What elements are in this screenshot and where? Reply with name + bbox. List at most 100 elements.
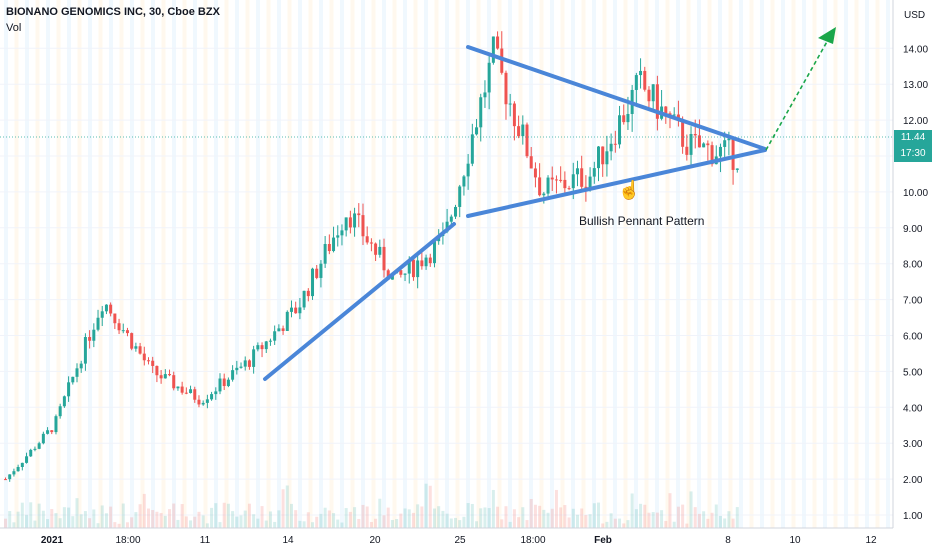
volume-bar xyxy=(294,510,298,528)
candle-body xyxy=(25,456,29,463)
candle-body xyxy=(622,115,626,123)
volume-bar xyxy=(668,493,672,528)
candle-body xyxy=(727,138,731,141)
volume-bar xyxy=(538,505,542,528)
candle-body xyxy=(546,177,550,194)
volume-bar xyxy=(189,520,193,528)
candle-body xyxy=(411,259,415,278)
price-axis[interactable]: 14.0013.0012.0011.0010.009.008.007.006.0… xyxy=(903,44,928,522)
volume-bar xyxy=(496,506,500,528)
candle-body xyxy=(365,236,369,243)
volume-bar xyxy=(601,523,605,528)
candle-body xyxy=(601,146,605,165)
volume-bar xyxy=(340,522,344,528)
volume-bar xyxy=(479,508,483,528)
volume-bar xyxy=(416,504,420,528)
grid xyxy=(0,47,893,516)
volume-bar xyxy=(336,519,340,528)
candle-body xyxy=(710,145,714,165)
volume-bar xyxy=(289,503,293,528)
candle-body xyxy=(512,103,516,127)
candle-body xyxy=(83,337,87,364)
volume-bar xyxy=(588,514,592,528)
candle-body xyxy=(319,263,323,278)
volume-bar xyxy=(281,489,285,528)
candle-body xyxy=(475,127,479,135)
volume-bar xyxy=(382,515,386,528)
volume-bar xyxy=(525,520,529,528)
candle-body xyxy=(289,307,293,312)
candle-body xyxy=(466,163,470,177)
candle-body xyxy=(247,360,251,367)
candle-body xyxy=(79,363,83,369)
time-axis[interactable]: 2021 18:00 11 14 20 25 18:00 Feb 8 10 12 xyxy=(41,535,877,546)
volume-bar xyxy=(210,507,214,528)
volume-bar xyxy=(235,516,239,528)
candle-body xyxy=(618,115,622,145)
volume-bar xyxy=(374,518,378,528)
volume-bar xyxy=(168,509,172,528)
volume-bar xyxy=(466,503,470,528)
price-tick-label: 14.00 xyxy=(903,44,928,55)
volume-bar xyxy=(386,507,390,528)
volume-bar xyxy=(605,521,609,528)
candle-body xyxy=(554,179,558,181)
candle-body xyxy=(239,366,243,368)
volume-bar xyxy=(226,503,230,528)
candle-body xyxy=(327,243,331,252)
candle-body xyxy=(643,70,647,90)
volume-bar xyxy=(130,517,134,528)
candle-body xyxy=(592,168,596,177)
candle-body xyxy=(588,176,592,188)
volume-bar xyxy=(134,512,138,528)
candle-body xyxy=(302,290,306,308)
volume-bar xyxy=(33,520,37,528)
volume-bar xyxy=(100,505,104,528)
candle-body xyxy=(256,345,260,350)
volume-bar xyxy=(731,518,735,528)
volume-bar xyxy=(613,518,617,528)
volume-bar xyxy=(512,509,516,528)
volume-bar xyxy=(714,504,718,528)
volume-bar xyxy=(222,502,226,528)
price-tick-label: 1.00 xyxy=(903,511,923,522)
projection-arrow xyxy=(765,30,834,151)
candle-body xyxy=(218,378,222,392)
candle-body xyxy=(306,290,310,297)
candle-body xyxy=(483,92,487,98)
candle-body xyxy=(264,341,268,350)
candle-body xyxy=(281,328,285,331)
volume-bar xyxy=(172,503,176,528)
time-tick-label: 25 xyxy=(454,535,466,546)
projection-arrowhead xyxy=(818,27,836,44)
volume-bar xyxy=(508,521,512,528)
candle-body xyxy=(517,126,521,137)
candle-body xyxy=(735,168,739,170)
volume-bar xyxy=(20,502,24,528)
volume-bar xyxy=(458,520,462,528)
candlestick-series xyxy=(4,31,739,482)
volume-bar xyxy=(685,523,689,528)
candle-body xyxy=(176,386,180,389)
candle-body xyxy=(155,365,159,376)
candle-body xyxy=(294,307,298,314)
volume-bar xyxy=(664,520,668,528)
volume-bar xyxy=(71,516,75,528)
candle-body xyxy=(8,474,12,480)
time-tick-label: 18:00 xyxy=(520,535,545,546)
candle-body xyxy=(113,313,117,324)
volume-bar xyxy=(109,506,113,528)
time-tick-label: 8 xyxy=(725,535,731,546)
candle-body xyxy=(134,346,138,349)
volume-bar xyxy=(54,513,58,528)
candle-body xyxy=(416,260,420,278)
volume-bar xyxy=(319,513,323,528)
candle-body xyxy=(54,416,58,433)
candle-body xyxy=(33,448,37,450)
pennant-upper-trendline xyxy=(466,45,767,151)
volume-bar xyxy=(92,509,96,528)
volume-bar xyxy=(193,516,197,528)
candle-body xyxy=(348,217,352,228)
candle-body xyxy=(285,311,289,331)
